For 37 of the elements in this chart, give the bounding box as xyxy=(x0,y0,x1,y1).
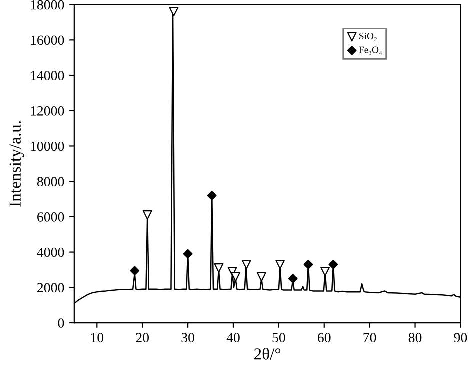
point xyxy=(169,7,179,17)
x-tick-label: 70 xyxy=(364,333,376,343)
legend-label: SiO₂ xyxy=(360,33,377,42)
point xyxy=(256,272,266,282)
y-tick-label: 4000 xyxy=(37,248,64,258)
point xyxy=(214,263,224,273)
y-tick-label: 12000 xyxy=(31,106,64,116)
y-tick-label: 0 xyxy=(58,318,64,328)
x-tick-label: 90 xyxy=(454,333,468,343)
y-tick-label: 2000 xyxy=(38,283,64,293)
point xyxy=(288,274,298,284)
point xyxy=(207,191,217,200)
y-tick-label: 6000 xyxy=(38,212,64,222)
x-tick-label: 40 xyxy=(226,333,240,343)
point xyxy=(183,249,193,259)
point xyxy=(276,260,286,270)
point xyxy=(142,210,152,220)
x-tick-label: 50 xyxy=(272,333,286,343)
y-tick-label: 14000 xyxy=(31,71,64,80)
x-tick-label: 20 xyxy=(136,333,150,343)
y-tick-label: 16000 xyxy=(31,36,64,46)
legend-label: Fe₃O₄ xyxy=(359,46,382,56)
point xyxy=(231,272,240,282)
point xyxy=(304,260,314,270)
y-axis-title: Intensity/a.u. xyxy=(10,122,24,207)
y-tick-label: 10000 xyxy=(31,142,64,152)
x-tick-label: 80 xyxy=(408,333,422,343)
point xyxy=(242,260,252,270)
y-tick-label: 8000 xyxy=(37,177,64,187)
point xyxy=(320,267,330,276)
point xyxy=(328,260,338,270)
point xyxy=(130,266,140,276)
x-tick-label: 30 xyxy=(182,333,194,343)
x-tick-label: 60 xyxy=(318,333,331,343)
x-tick-label: 10 xyxy=(91,333,104,343)
y-tick-label: 18000 xyxy=(31,0,64,10)
x-axis-title: 2θ/° xyxy=(254,348,281,360)
